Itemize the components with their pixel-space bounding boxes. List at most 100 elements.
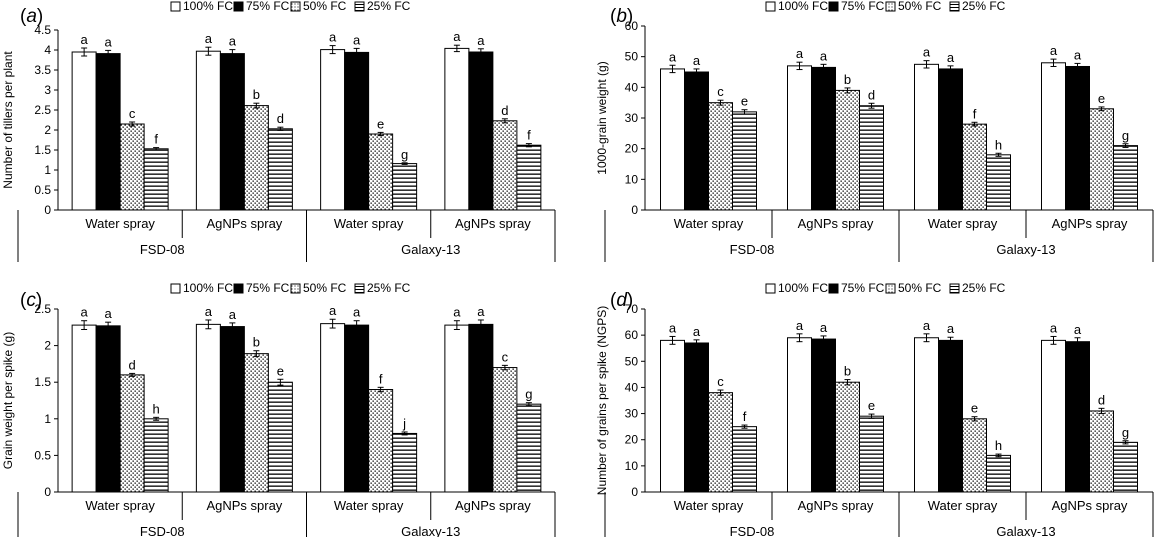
legend-swatch-2 xyxy=(828,1,839,12)
significance-letter: c xyxy=(502,349,509,364)
significance-letter: a xyxy=(229,307,237,322)
panel-label: (a) xyxy=(20,6,43,27)
x-category-label: AgNPs spray xyxy=(1052,498,1128,513)
legend-label-2: 75% FC xyxy=(841,0,885,13)
legend-label-4: 25% FC xyxy=(962,0,1006,13)
bar-75-fc xyxy=(219,53,245,211)
bar-75-fc xyxy=(95,53,121,211)
y-tick-label: 50 xyxy=(625,354,639,368)
significance-letter: a xyxy=(105,306,113,321)
bar-100-fc xyxy=(320,49,346,211)
bar-50-fc xyxy=(243,105,269,211)
legend-label-3: 50% FC xyxy=(303,0,347,13)
bar-25-fc xyxy=(732,111,757,211)
y-tick-label: 60 xyxy=(625,19,639,33)
legend-swatch-2 xyxy=(233,1,244,12)
panel-label: (b) xyxy=(610,6,633,27)
y-tick-label: 20 xyxy=(625,433,639,447)
chart-panel-1: (a) 100% FC 75% FC 50% FC 25% FC 0 0.5 1 1.5 2 2.5… xyxy=(1,0,556,262)
x-category-label: Water spray xyxy=(85,216,155,231)
significance-letter: a xyxy=(453,29,461,44)
y-tick-label: 40 xyxy=(625,380,639,394)
y-tick-label: 2.5 xyxy=(34,103,51,117)
bar-50-fc xyxy=(492,120,518,211)
x-category-label: Water spray xyxy=(334,498,404,513)
y-tick-label: 1.5 xyxy=(34,375,51,389)
x-category-label: AgNPs spray xyxy=(206,498,282,513)
bar-25-fc xyxy=(516,144,542,211)
bar-25-fc xyxy=(143,148,169,211)
bar-25-fc xyxy=(267,381,293,493)
bar-50-fc xyxy=(962,123,987,211)
legend-swatch-2 xyxy=(233,283,244,294)
y-tick-label: 40 xyxy=(625,80,639,94)
y-axis-label: Grain weight per spike (g) xyxy=(1,332,15,469)
bar-25-fc xyxy=(1113,145,1138,211)
significance-letter: a xyxy=(796,46,804,61)
x-cultivar-label: FSD-08 xyxy=(140,242,185,257)
y-axis-label: Number of grains per spike (NGPS) xyxy=(595,306,609,495)
legend-swatch-4 xyxy=(949,1,960,12)
significance-letter: g xyxy=(525,387,532,402)
legend-swatch-4 xyxy=(354,283,365,294)
bar-25-fc xyxy=(859,415,884,493)
significance-letter: b xyxy=(844,364,851,379)
y-tick-label: 2 xyxy=(44,123,51,137)
legend-swatch-3 xyxy=(885,1,896,12)
significance-letter: d xyxy=(1098,392,1105,407)
significance-letter: h xyxy=(153,401,160,416)
y-tick-label: 0 xyxy=(44,485,51,499)
legend-label-3: 50% FC xyxy=(898,0,942,13)
significance-letter: a xyxy=(477,33,485,48)
significance-letter: a xyxy=(796,318,804,333)
bar-75-fc xyxy=(684,71,709,211)
legend-label-1: 100% FC xyxy=(183,281,233,295)
significance-letter: g xyxy=(1122,425,1129,440)
significance-letter: f xyxy=(973,106,977,121)
significance-letter: a xyxy=(947,321,955,336)
significance-letter: d xyxy=(868,87,875,102)
significance-letter: a xyxy=(923,45,931,60)
legend-label-2: 75% FC xyxy=(246,0,290,13)
x-cultivar-label: Galaxy-13 xyxy=(401,242,460,257)
significance-letter: e xyxy=(971,401,978,416)
y-tick-label: 70 xyxy=(625,302,639,316)
bar-50-fc xyxy=(368,389,394,493)
bar-100-fc xyxy=(660,339,685,493)
legend-swatch-3 xyxy=(885,283,896,294)
significance-letter: j xyxy=(402,416,406,431)
legend-label-4: 25% FC xyxy=(367,281,411,295)
bar-50-fc xyxy=(492,367,518,493)
x-category-label: AgNPs spray xyxy=(798,498,874,513)
bar-100-fc xyxy=(787,337,812,493)
significance-letter: a xyxy=(105,34,113,49)
significance-letter: c xyxy=(717,84,724,99)
bar-75-fc xyxy=(1065,65,1090,211)
x-cultivar-label: FSD-08 xyxy=(730,524,775,537)
legend-label-4: 25% FC xyxy=(962,281,1006,295)
legend-swatch-3 xyxy=(290,283,301,294)
y-tick-label: 60 xyxy=(625,328,639,342)
significance-letter: h xyxy=(995,137,1002,152)
significance-letter: d xyxy=(501,103,508,118)
y-tick-label: 3.5 xyxy=(34,63,51,77)
x-category-label: AgNPs spray xyxy=(455,216,531,231)
bar-50-fc xyxy=(708,392,733,493)
y-axis-label: Number of tillers per plant xyxy=(1,51,15,189)
legend-label-4: 25% FC xyxy=(367,0,411,13)
bar-100-fc xyxy=(787,65,812,211)
panel-label-letter: a xyxy=(26,6,37,27)
bar-75-fc xyxy=(219,326,245,493)
legend-label-2: 75% FC xyxy=(246,281,290,295)
bar-25-fc xyxy=(986,154,1011,211)
bar-100-fc xyxy=(71,51,97,211)
x-category-label: Water spray xyxy=(674,216,744,231)
bar-50-fc xyxy=(368,133,394,211)
legend-swatch-1 xyxy=(765,1,776,12)
panel-label-letter: d xyxy=(616,290,628,311)
bar-50-fc xyxy=(1089,108,1114,211)
significance-letter: g xyxy=(401,147,408,162)
significance-letter: f xyxy=(527,128,531,143)
legend-label-3: 50% FC xyxy=(898,281,942,295)
bar-25-fc xyxy=(859,105,884,211)
